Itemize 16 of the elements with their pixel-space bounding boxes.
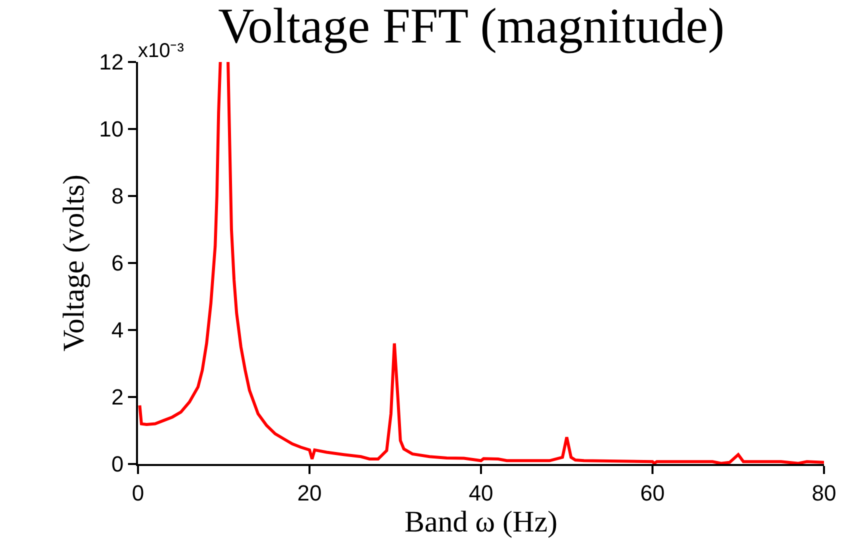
y-tick-label: 12 bbox=[99, 50, 124, 75]
chart-title: Voltage FFT (magnitude) bbox=[218, 0, 725, 54]
x-axis-title: Band ω (Hz) bbox=[404, 505, 558, 538]
y-tick-label: 0 bbox=[111, 452, 124, 477]
x-tick-label: 40 bbox=[468, 480, 494, 506]
x-tick-label: 80 bbox=[812, 480, 836, 506]
x-tick-label: 60 bbox=[640, 480, 665, 506]
x-tick-label: 20 bbox=[297, 480, 322, 506]
y-tick-label: 4 bbox=[111, 318, 124, 343]
x-tick-label: 0 bbox=[132, 480, 144, 506]
y-tick-label: 8 bbox=[111, 184, 124, 209]
y-tick-label: 6 bbox=[111, 250, 124, 276]
y-tick-label: 2 bbox=[111, 384, 124, 410]
annotation: x10⁻³ bbox=[138, 40, 184, 62]
y-axis-title: Voltage (volts) bbox=[58, 174, 91, 352]
y-tick-label: 10 bbox=[99, 116, 124, 142]
